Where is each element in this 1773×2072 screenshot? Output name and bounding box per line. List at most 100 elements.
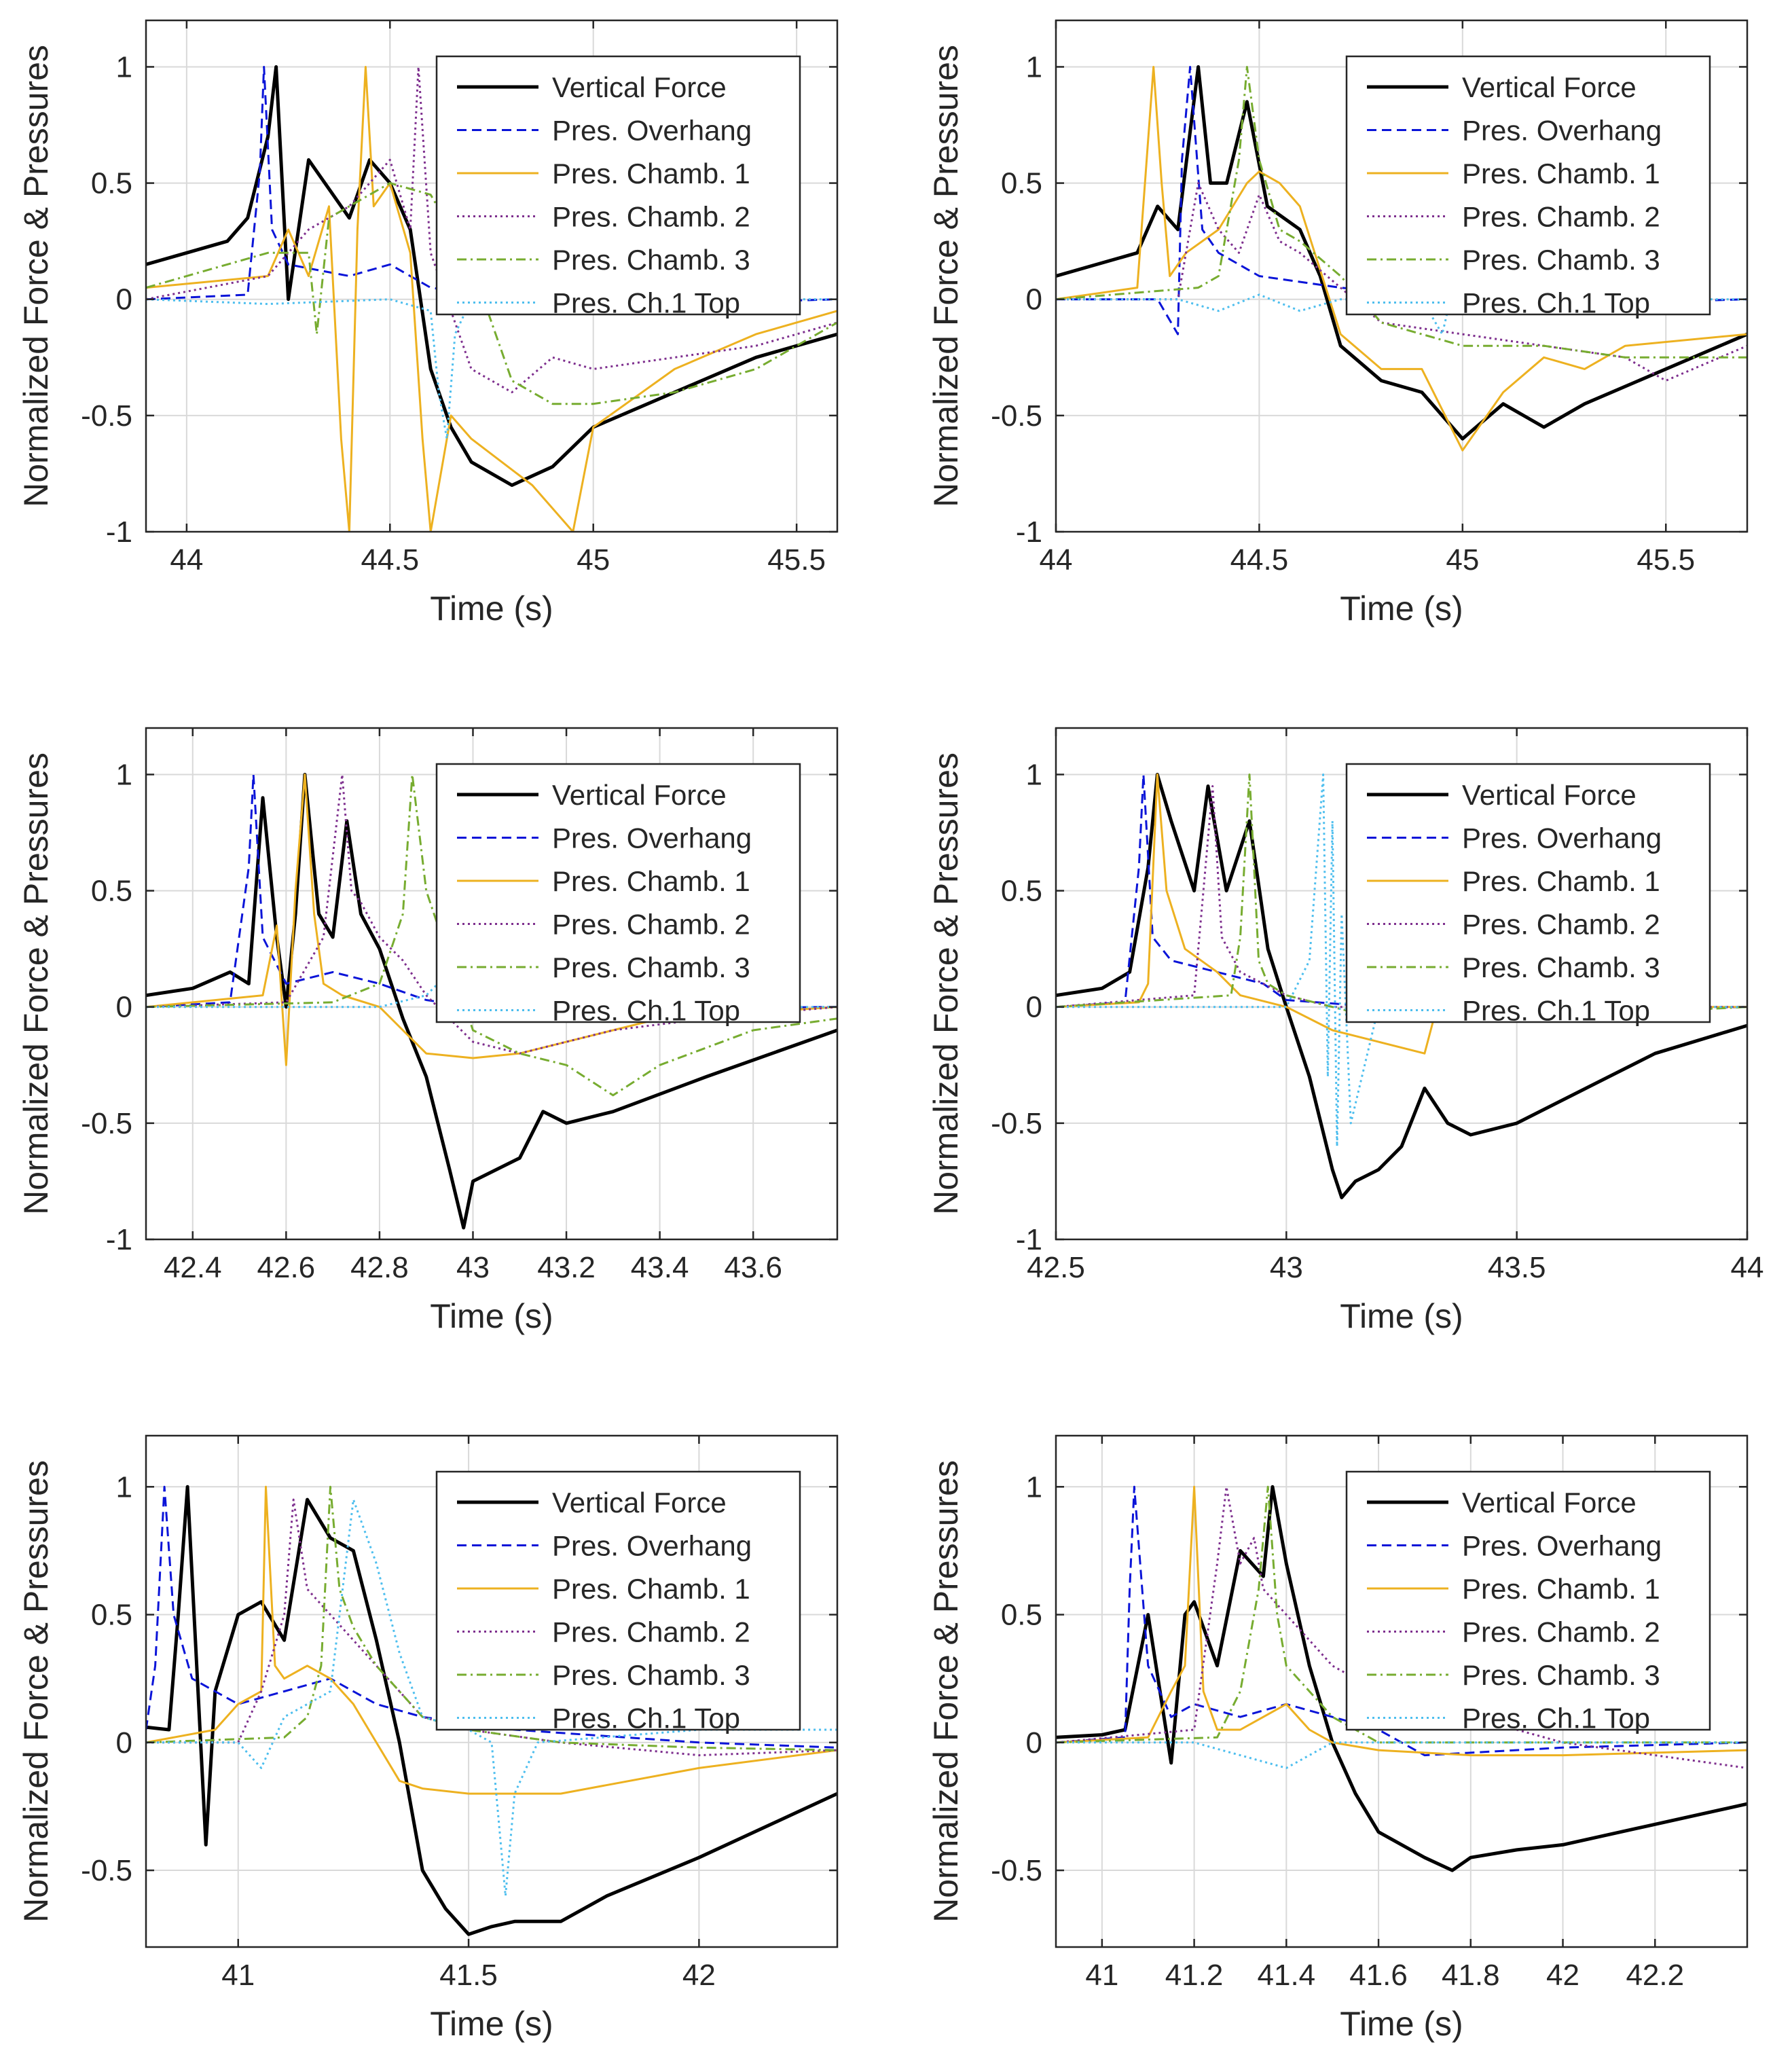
legend-label-vf: Vertical Force: [552, 71, 727, 103]
chart-panel-6: 41 41.2 41.4 41.6 41.8 42 42.2 -0.5 0 0.5 1 Time (s…: [927, 1434, 1749, 2043]
x-tick-label: 41.2: [1165, 1959, 1224, 1992]
x-tick-label: 41.4: [1258, 1959, 1316, 1992]
legend-label-c2: Pres. Chamb. 2: [552, 909, 750, 941]
series-line-c3: [146, 182, 837, 405]
legend-label-c1: Pres. Chamb. 1: [552, 1573, 750, 1605]
x-tick-label: 43.4: [631, 1251, 689, 1284]
x-tick-label: 42.6: [257, 1251, 316, 1284]
legend-label-c3: Pres. Chamb. 3: [1462, 1659, 1660, 1691]
x-tick-label: 45: [1446, 543, 1479, 577]
y-tick-label: -1: [1016, 515, 1042, 549]
legend-label-vf: Vertical Force: [1462, 71, 1637, 103]
y-tick-label: 0.5: [1001, 875, 1042, 908]
legend-label-oh: Pres. Overhang: [1462, 822, 1662, 854]
series-line-c1: [146, 66, 837, 532]
series-line-c1: [1056, 774, 1747, 1055]
x-tick-label: 41.5: [439, 1959, 498, 1992]
x-tick-label: 43.5: [1488, 1251, 1546, 1284]
legend-label-c1: Pres. Chamb. 1: [1462, 158, 1660, 189]
y-tick-label: -1: [1016, 1223, 1042, 1256]
legend-label-c3: Pres. Chamb. 3: [1462, 244, 1660, 276]
y-tick-label: 1: [116, 758, 132, 791]
legend-label-c1: Pres. Chamb. 1: [552, 865, 750, 897]
legend-label-oh: Pres. Overhang: [552, 822, 752, 854]
legend-label-c3: Pres. Chamb. 3: [552, 1659, 750, 1691]
x-tick-label: 42: [1546, 1959, 1579, 1992]
axes-box: [1055, 1434, 1749, 1948]
series-line-c2: [146, 774, 837, 1055]
x-tick-label: 45.5: [767, 543, 826, 577]
legend-label-oh: Pres. Overhang: [552, 1530, 752, 1562]
legend-label-top: Pres. Ch.1 Top: [552, 995, 740, 1027]
y-axis-label: Normalized Force & Pressures: [17, 752, 55, 1215]
y-tick-label: 0.5: [91, 167, 132, 200]
series-line-vf: [1056, 773, 1747, 1199]
chart-panel-1: 44 44.5 45 45.5 -1 -0.5 0 0.5 1 Time (s) Normalize…: [17, 19, 839, 628]
chart-panel-2: 44 44.5 45 45.5 -1 -0.5 0 0.5 1 Time (s) Normalize…: [927, 19, 1749, 628]
legend-label-top: Pres. Ch.1 Top: [552, 1703, 740, 1734]
chart-panel-5: 41 41.5 42 -0.5 0 0.5 1 Time (s) Normalized Forc…: [17, 1434, 839, 2043]
x-tick-label: 41.8: [1442, 1959, 1500, 1992]
legend-box: [435, 55, 801, 316]
legend-label-top: Pres. Ch.1 Top: [1462, 287, 1650, 319]
series-line-c2: [1056, 785, 1747, 1008]
x-axis-label: Time (s): [430, 2005, 553, 2043]
y-axis-label: Normalized Force & Pressures: [927, 45, 965, 507]
legend-label-c2: Pres. Chamb. 2: [1462, 201, 1660, 233]
legend-label-top: Pres. Ch.1 Top: [1462, 995, 1650, 1027]
x-axis-label: Time (s): [430, 589, 553, 628]
y-tick-label: 0: [116, 991, 132, 1024]
x-tick-label: 44: [1731, 1251, 1764, 1284]
y-tick-label: -0.5: [991, 1854, 1042, 1887]
legend-label-vf: Vertical Force: [1462, 1487, 1637, 1519]
legend-label-c3: Pres. Chamb. 3: [1462, 951, 1660, 983]
y-tick-label: 1: [116, 50, 132, 84]
series-line-c1: [1056, 66, 1747, 452]
series-line-vf: [1056, 1485, 1747, 1872]
y-axis-label: Normalized Force & Pressures: [927, 752, 965, 1215]
series-line-top: [1056, 1741, 1747, 1769]
legend-label-c1: Pres. Chamb. 1: [552, 158, 750, 189]
x-tick-label: 43.6: [724, 1251, 782, 1284]
legend-label-top: Pres. Ch.1 Top: [552, 287, 740, 319]
y-tick-label: 0.5: [1001, 167, 1042, 200]
series-line-vf: [146, 1485, 837, 1936]
x-tick-label: 44.5: [1230, 543, 1289, 577]
panels: 44 44.5 45 45.5 -1 -0.5 0 0.5 1 Time (s) Normalize…: [17, 19, 1764, 2043]
series-line-vf: [146, 773, 837, 1230]
legend-box: [1345, 1470, 1711, 1731]
x-tick-label: 42.2: [1626, 1959, 1684, 1992]
axes-box: [145, 727, 839, 1241]
y-tick-label: -1: [106, 1223, 132, 1256]
y-tick-label: 1: [1026, 50, 1042, 84]
y-tick-label: -1: [106, 515, 132, 549]
y-tick-label: 0: [1026, 991, 1042, 1024]
legend-box: [1345, 763, 1711, 1023]
y-axis-label: Normalized Force & Pressures: [927, 1460, 965, 1923]
series-line-top: [1056, 774, 1747, 1148]
series-line-c2: [1056, 1485, 1747, 1769]
legend: Vertical Force Pres. Overhang Pres. Chamb.…: [1345, 763, 1711, 1027]
y-tick-label: 0: [116, 283, 132, 316]
x-tick-label: 41.6: [1349, 1959, 1408, 1992]
legend-label-oh: Pres. Overhang: [1462, 115, 1662, 147]
legend-label-c2: Pres. Chamb. 2: [552, 201, 750, 233]
series-line-oh: [1056, 774, 1747, 1013]
series-group: [1056, 1485, 1747, 1872]
legend-label-c2: Pres. Chamb. 2: [1462, 909, 1660, 941]
x-tick-label: 44.5: [361, 543, 419, 577]
y-tick-label: 0: [116, 1726, 132, 1760]
x-tick-label: 42.4: [164, 1251, 222, 1284]
y-tick-label: 0.5: [91, 875, 132, 908]
legend-label-c3: Pres. Chamb. 3: [552, 244, 750, 276]
x-tick-label: 42: [682, 1959, 716, 1992]
y-tick-label: -0.5: [991, 399, 1042, 433]
x-tick-label: 42.5: [1027, 1251, 1085, 1284]
y-tick-label: 1: [1026, 1470, 1042, 1504]
chart-panel-3: 42.4 42.6 42.8 43 43.2 43.4 43.6 -1 -0.5 0 0.5 1 Tim…: [17, 727, 839, 1335]
legend-box: [1345, 55, 1711, 316]
x-axis-label: Time (s): [430, 1297, 553, 1335]
legend: Vertical Force Pres. Overhang Pres. Chamb.…: [1345, 1470, 1711, 1734]
x-axis-label: Time (s): [1340, 2005, 1463, 2043]
y-tick-label: 0: [1026, 1726, 1042, 1760]
